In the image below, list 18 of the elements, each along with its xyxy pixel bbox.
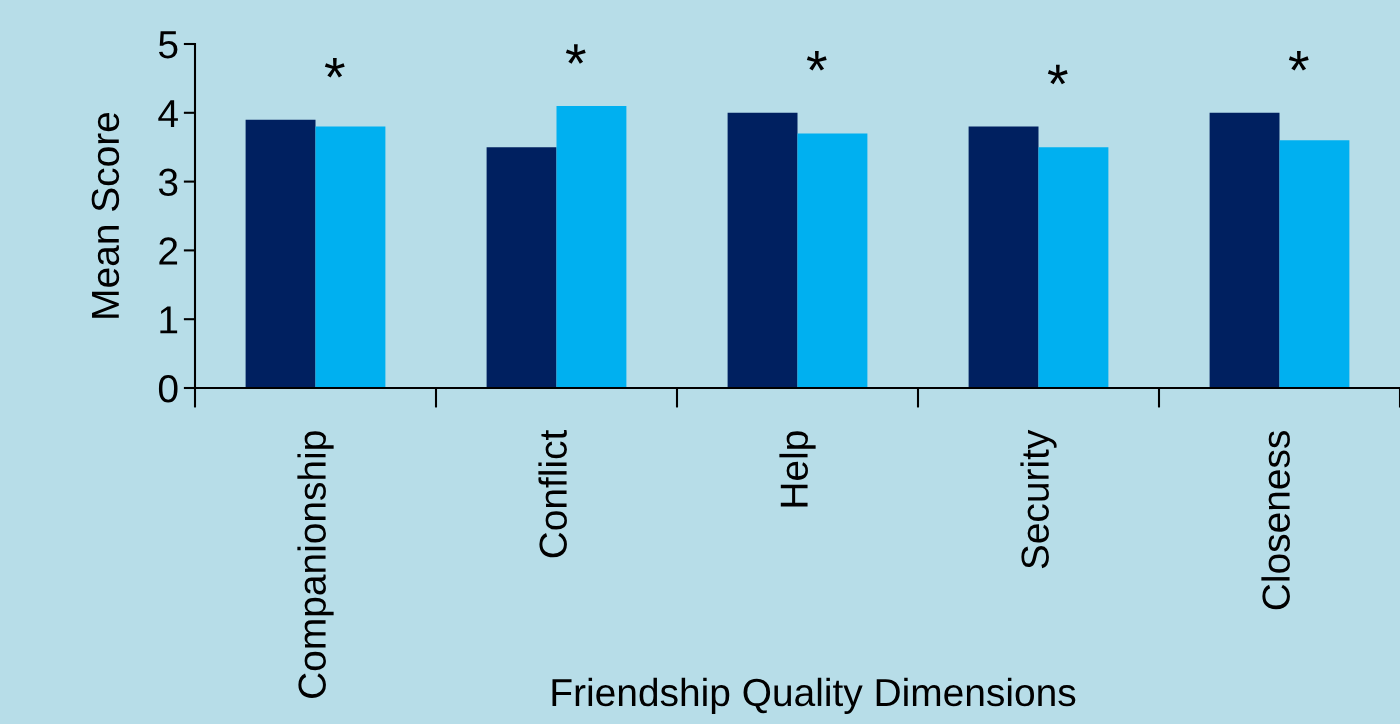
annotation: * (565, 44, 586, 64)
y-tick-label: 1 (160, 306, 178, 334)
annotation: * (324, 57, 345, 78)
x-tick-label: Help (779, 431, 816, 507)
annotation: * (806, 51, 827, 71)
x-tick-label: Closeness (1261, 431, 1290, 610)
annotation: * (1288, 51, 1309, 71)
y-tick-label: 2 (159, 237, 178, 265)
y-tick-label: 5 (158, 31, 178, 59)
y-tick-label: 4 (158, 100, 178, 127)
y-tick-label: 3 (158, 168, 178, 197)
x-tick-label: Companionship (297, 431, 334, 698)
x-tick-label: Security (1020, 429, 1057, 569)
y-tick-label: 0 (158, 374, 178, 403)
annotation: * (1047, 64, 1068, 85)
y-axis-title: Mean Score (91, 112, 120, 318)
x-axis-title: Friendship Quality Dimensions (552, 677, 1076, 714)
x-tick-label: Conflict (538, 429, 567, 558)
